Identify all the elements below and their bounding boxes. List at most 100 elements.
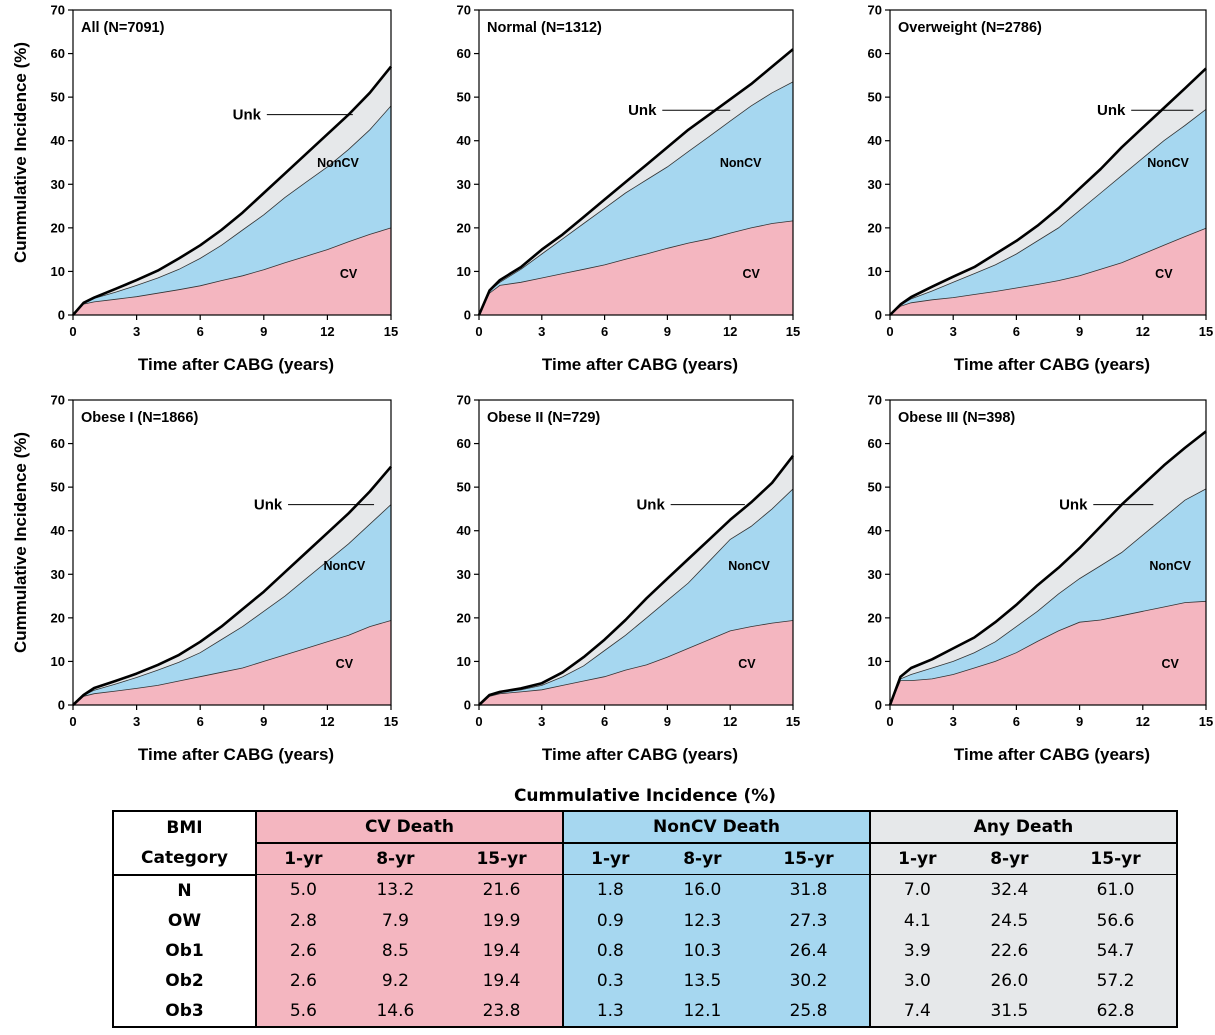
cell-noncv-8yr: 12.1 — [656, 995, 749, 1028]
x-tick-label: 3 — [538, 324, 545, 339]
cell-noncv-8yr: 10.3 — [656, 935, 749, 966]
y-axis-label: Cummulative Incidence (%) — [11, 432, 30, 653]
y-tick-label: 60 — [457, 436, 471, 451]
cell-any-8yr: 26.0 — [963, 965, 1056, 996]
area-noncv — [73, 504, 391, 705]
chart-panel: 0 10 20 30 40 50 60 70 0 3 6 9 12 15 Obese II (N=729) T… — [457, 393, 801, 765]
cell-cv-1yr: 5.0 — [256, 874, 350, 906]
line-unk — [72, 65, 393, 316]
plot-frame — [889, 399, 1207, 706]
subheader-noncv-15yr: 15-yr — [748, 842, 871, 875]
cell-noncv-15yr: 25.8 — [748, 995, 871, 1028]
y-tick-label: 60 — [457, 46, 471, 61]
x-tick-label: 3 — [133, 714, 140, 729]
y-tick-label: 70 — [51, 3, 65, 18]
x-tick-label: 6 — [601, 324, 608, 339]
x-tick-label: 3 — [950, 324, 957, 339]
y-tick-label: 40 — [457, 523, 471, 538]
y-tick-label: 10 — [868, 654, 882, 669]
bmi-category-cell: N — [112, 874, 257, 906]
x-tick-label: 12 — [320, 714, 334, 729]
y-tick-label: 10 — [457, 654, 471, 669]
area-cv — [479, 220, 793, 315]
x-tick-label: 12 — [1136, 714, 1150, 729]
annotation-cv: CV — [336, 657, 354, 671]
cell-cv-15yr: 19.9 — [441, 905, 564, 936]
y-tick-label: 30 — [51, 567, 65, 582]
x-tick-label: 12 — [723, 714, 737, 729]
y-tick-label: 30 — [457, 177, 471, 192]
line-cv — [72, 620, 392, 706]
y-tick-label: 10 — [457, 264, 471, 279]
x-tick-label: 15 — [384, 324, 398, 339]
x-tick-label: 6 — [197, 324, 204, 339]
line-noncv — [889, 488, 1207, 706]
cell-any-15yr: 56.6 — [1055, 905, 1178, 936]
y-tick-label: 0 — [464, 698, 471, 713]
y-tick-label: 0 — [875, 308, 882, 323]
y-tick-label: 10 — [868, 264, 882, 279]
cell-noncv-1yr: 1.3 — [562, 995, 657, 1028]
x-tick-label: 15 — [786, 714, 800, 729]
area-noncv — [479, 81, 793, 316]
y-tick-label: 60 — [51, 436, 65, 451]
line-unk — [477, 48, 794, 316]
chart-panel: 0 10 20 30 40 50 60 70 0 3 6 9 12 15 Obese I (N=1866) T… — [11, 393, 398, 765]
x-axis-label: Time after CABG (years) — [542, 745, 738, 764]
cell-any-1yr: 7.4 — [869, 995, 964, 1028]
subheader-noncv-8yr: 8-yr — [656, 842, 749, 875]
cell-cv-15yr: 19.4 — [441, 965, 564, 996]
cell-cv-8yr: 7.9 — [349, 905, 442, 936]
chart-title: Overweight (N=2786) — [898, 20, 1042, 36]
cell-noncv-15yr: 27.3 — [748, 905, 871, 936]
y-tick-label: 60 — [868, 46, 882, 61]
bmi-category-cell: Ob1 — [112, 935, 257, 966]
y-tick-label: 30 — [868, 567, 882, 582]
annotation-unk: Unk — [233, 107, 262, 124]
annotation-noncv: NonCV — [1149, 559, 1191, 573]
cell-cv-15yr: 19.4 — [441, 935, 564, 966]
y-tick-label: 50 — [51, 90, 65, 105]
cell-cv-8yr: 13.2 — [349, 874, 442, 906]
y-tick-label: 40 — [51, 523, 65, 538]
table-body: N 5.0 13.2 21.6 1.8 16.0 31.8 7.0 32.4 61.0 OW 2.8 7… — [112, 874, 1178, 1028]
y-tick-label: 20 — [868, 610, 882, 625]
y-tick-label: 40 — [868, 133, 882, 148]
chart-title: Normal (N=1312) — [487, 20, 602, 36]
annotation-cv: CV — [738, 657, 756, 671]
line-unk — [888, 430, 1207, 706]
table-row: OW 2.8 7.9 19.9 0.9 12.3 27.3 4.1 24.5 56.6 — [112, 905, 1178, 936]
cumulative-incidence-table: BMI CV Death NonCV Death Any Death Categ… — [112, 810, 1179, 1028]
chart-title: Obese II (N=729) — [487, 410, 600, 426]
x-tick-label: 12 — [320, 324, 334, 339]
annotation-noncv: NonCV — [317, 156, 359, 170]
plot-frame — [889, 9, 1207, 316]
cell-any-8yr: 32.4 — [963, 874, 1056, 906]
cell-noncv-1yr: 0.9 — [562, 905, 657, 936]
y-tick-label: 40 — [457, 133, 471, 148]
y-tick-label: 60 — [51, 46, 65, 61]
header-category-label: Category — [112, 843, 257, 876]
cell-noncv-8yr: 13.5 — [656, 965, 749, 996]
y-tick-label: 20 — [457, 610, 471, 625]
cell-cv-8yr: 9.2 — [349, 965, 442, 996]
chart-panel: 0 10 20 30 40 50 60 70 0 3 6 9 12 15 Obese III (N=398)… — [868, 393, 1214, 765]
line-noncv — [72, 504, 392, 706]
x-tick-label: 3 — [950, 714, 957, 729]
group-header-noncv: NonCV Death — [562, 810, 871, 843]
area-noncv — [890, 109, 1206, 315]
y-tick-label: 70 — [457, 393, 471, 408]
cell-noncv-15yr: 31.8 — [748, 874, 871, 906]
line-unk — [72, 465, 392, 706]
y-tick-label: 70 — [868, 393, 882, 408]
y-tick-label: 30 — [51, 177, 65, 192]
bmi-category-cell: OW — [112, 905, 257, 936]
subheader-cv-1yr: 1-yr — [256, 842, 350, 875]
x-tick-label: 9 — [664, 324, 671, 339]
bmi-category-cell: Ob3 — [112, 995, 257, 1028]
cell-cv-15yr: 23.8 — [441, 995, 564, 1028]
cell-any-1yr: 3.9 — [869, 935, 964, 966]
chart-title: Obese I (N=1866) — [81, 410, 198, 426]
chart-title: All (N=7091) — [81, 20, 165, 36]
x-tick-label: 9 — [260, 324, 267, 339]
